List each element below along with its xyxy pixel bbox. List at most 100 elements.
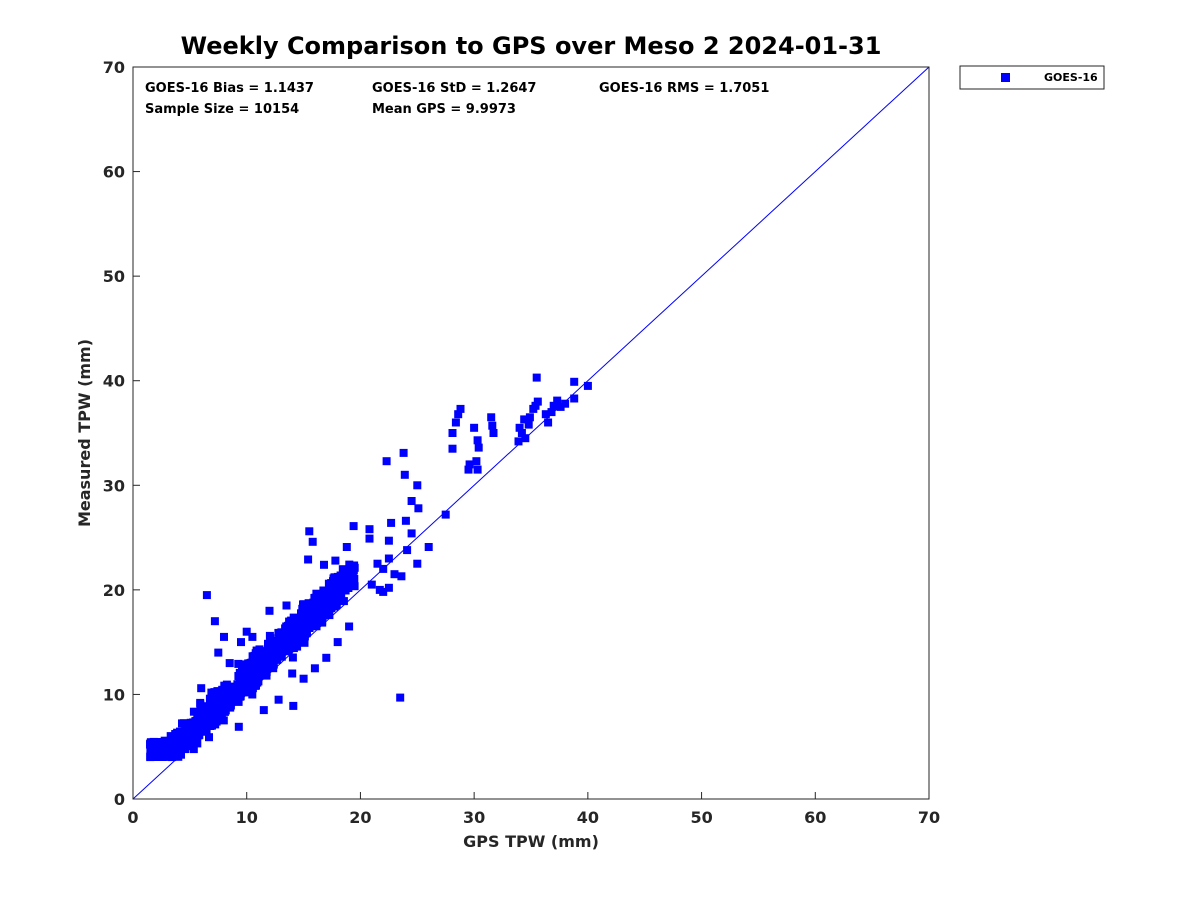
data-point	[254, 677, 263, 686]
data-point	[350, 561, 359, 570]
data-point	[281, 640, 290, 649]
data-point	[244, 686, 253, 695]
stat-std: GOES-16 StD = 1.2647	[372, 81, 536, 96]
data-point	[309, 614, 318, 623]
data-point	[373, 559, 382, 568]
data-point	[311, 599, 320, 608]
data-point	[448, 444, 457, 453]
data-point	[339, 580, 348, 589]
data-point	[157, 748, 166, 757]
legend-entry-goes16: GOES-16	[1044, 71, 1098, 84]
data-point	[465, 460, 474, 469]
data-point	[403, 546, 412, 555]
data-point	[448, 429, 457, 437]
data-point	[246, 659, 255, 667]
data-point	[297, 609, 305, 618]
data-point	[242, 627, 251, 636]
plot-axes	[132, 66, 930, 800]
legend-marker-icon	[1001, 73, 1010, 82]
data-point	[561, 399, 570, 408]
data-point	[441, 510, 450, 519]
x-tick-label: 40	[577, 808, 599, 827]
data-point	[342, 543, 351, 551]
data-point	[178, 719, 186, 728]
data-point	[217, 690, 226, 699]
data-point	[324, 579, 333, 588]
data-point	[414, 504, 423, 513]
data-point	[464, 465, 473, 474]
stat-bias: GOES-16 Bias = 1.1437	[145, 81, 314, 96]
data-point	[288, 669, 297, 678]
data-point	[206, 697, 215, 706]
data-point	[375, 585, 384, 594]
data-point	[520, 415, 529, 424]
data-point	[350, 575, 359, 583]
data-point	[166, 732, 175, 741]
data-point	[305, 527, 314, 536]
data-point	[531, 401, 540, 410]
data-point	[318, 618, 327, 627]
data-point	[282, 601, 291, 610]
data-point	[205, 733, 213, 742]
data-point	[259, 706, 268, 715]
data-point	[304, 555, 313, 564]
data-point	[255, 645, 264, 654]
data-point	[310, 621, 319, 630]
data-point	[237, 684, 246, 693]
data-point	[234, 659, 243, 668]
data-point	[312, 589, 321, 598]
data-point	[262, 657, 271, 666]
data-point	[322, 653, 331, 662]
data-point	[293, 620, 302, 629]
data-point	[217, 709, 226, 718]
identity-line	[132, 66, 930, 800]
data-point	[181, 745, 190, 753]
data-point	[349, 522, 358, 531]
data-point	[272, 640, 281, 649]
data-point	[583, 381, 592, 390]
data-point	[250, 667, 259, 676]
data-point	[556, 402, 565, 411]
data-point	[238, 671, 247, 680]
data-point	[533, 397, 542, 406]
data-point	[272, 655, 281, 664]
data-point	[211, 693, 220, 702]
stat-mean-gps: Mean GPS = 9.9973	[372, 102, 516, 117]
data-point	[248, 672, 257, 681]
data-point	[323, 594, 332, 602]
data-point	[344, 577, 353, 586]
data-point	[384, 554, 393, 563]
data-point	[213, 687, 222, 696]
data-point	[222, 701, 231, 710]
data-point	[382, 457, 391, 466]
data-point	[487, 413, 496, 422]
legend-box	[959, 65, 1105, 90]
data-point	[237, 675, 246, 684]
x-tick-label: 50	[690, 808, 712, 827]
data-point	[210, 617, 219, 626]
data-point	[294, 633, 303, 642]
data-point	[149, 745, 158, 754]
data-point	[228, 688, 237, 697]
data-point	[320, 560, 328, 569]
data-point	[310, 664, 319, 673]
data-point	[288, 619, 297, 628]
data-point	[200, 720, 209, 729]
data-point	[345, 622, 354, 631]
data-point	[294, 614, 303, 622]
data-point	[276, 646, 285, 655]
stat-rms: GOES-16 RMS = 1.7051	[599, 81, 769, 96]
data-point	[193, 730, 202, 738]
data-point	[553, 396, 562, 405]
y-tick-label: 40	[103, 372, 125, 391]
data-point	[517, 429, 526, 437]
data-point	[234, 722, 243, 731]
data-point	[214, 648, 223, 657]
data-point	[305, 604, 314, 613]
data-point	[489, 429, 498, 437]
data-point	[333, 638, 342, 647]
data-point	[384, 583, 393, 592]
data-point	[165, 741, 174, 749]
data-point	[345, 560, 354, 569]
